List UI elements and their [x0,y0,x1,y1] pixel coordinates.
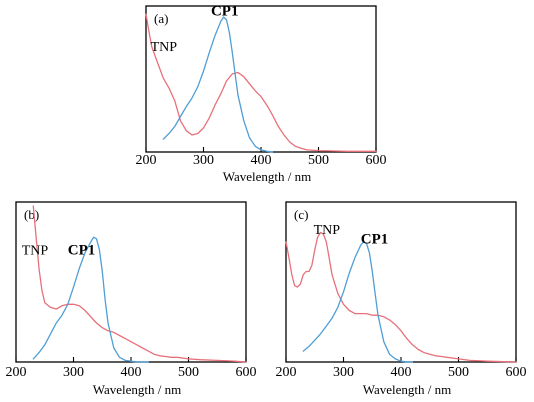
x-tick-label: 200 [136,153,157,168]
annotation-cp1: CP1 [211,4,239,20]
chart-panel-2: 200 300 400 500 600 Wavelength / nm (c) TNP CP1 [276,201,527,397]
x-tick-label: 500 [308,153,329,168]
series-line-cp1 [162,16,274,153]
chart-panel-1: 200 300 400 500 600 Wavelength / nm (b) TNP CP1 [6,201,257,397]
plot-frame [15,201,247,363]
x-axis-title: Wavelength / nm [223,169,312,184]
annotation-tnp: TNP [151,40,178,55]
chart-panel-0: 200 300 400 500 600 Wavelength / nm (a) TNP CP1 [136,4,387,184]
plot-frame [145,5,377,153]
x-tick-label: 200 [276,365,297,380]
x-tick-label: 400 [251,153,272,168]
x-tick-label: 500 [178,365,199,380]
series-line-tnp [145,13,377,152]
annotation-tnp: TNP [314,223,341,238]
x-axis-title: Wavelength / nm [93,382,182,397]
x-tick-label: 500 [448,365,469,380]
x-tick-label: 300 [63,365,84,380]
x-axis-title: Wavelength / nm [363,382,452,397]
annotation-tnp: TNP [22,243,49,258]
series-line-tnp [32,205,247,363]
panel-label: (a) [154,11,168,26]
panel-label: (b) [24,207,39,222]
x-tick-label: 600 [236,365,257,380]
x-tick-label: 600 [506,365,527,380]
annotation-cp1: CP1 [361,231,389,247]
x-tick-label: 600 [366,153,387,168]
x-tick-label: 300 [333,365,354,380]
series-line-cp1 [302,241,414,363]
x-tick-label: 400 [391,365,412,380]
x-tick-label: 300 [193,153,214,168]
series-line-tnp [285,231,517,363]
panel-label: (c) [294,207,308,222]
x-tick-label: 400 [121,365,142,380]
annotation-cp1: CP1 [68,242,96,258]
series-line-cp1 [32,236,149,363]
x-tick-label: 200 [6,365,27,380]
